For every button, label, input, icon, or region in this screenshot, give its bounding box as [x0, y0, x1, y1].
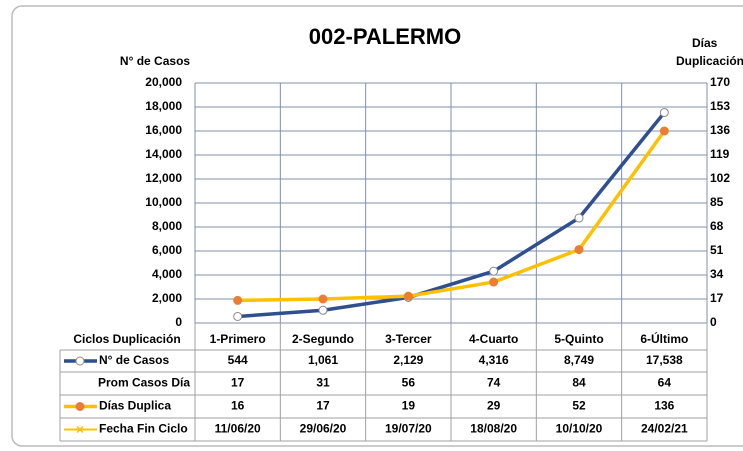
table-cell: 29/06/20: [300, 422, 347, 436]
series-marker: [489, 277, 499, 287]
table-cell: 17: [316, 399, 330, 413]
table-cell: 64: [658, 376, 672, 390]
y-axis-title: N° de Casos: [120, 54, 190, 68]
series-marker: [659, 126, 669, 136]
x-tick-label: 3-Tercer: [385, 332, 432, 346]
table-cell: 31: [316, 376, 330, 390]
series-marker: [403, 291, 413, 301]
y2-tick-label: 153: [710, 99, 730, 113]
y-tick-label: 16,000: [145, 123, 182, 137]
y-tick-label: 0: [175, 315, 182, 329]
y-tick-label: 4,000: [152, 267, 182, 281]
y-tick-label: 10,000: [145, 195, 182, 209]
y2-tick-label: 51: [710, 243, 724, 257]
y2-tick-label: 0: [710, 315, 717, 329]
y2-tick-label: 85: [710, 195, 724, 209]
x-tick-label: 6-Último: [640, 331, 688, 346]
y2-axis-title: Duplicación: [676, 54, 743, 68]
series-marker: [233, 311, 243, 321]
table-cell: 16: [231, 399, 245, 413]
table-cell: 19/07/20: [385, 422, 432, 436]
x-tick-label: 5-Quinto: [554, 332, 603, 346]
row-label: Prom Casos Día: [98, 376, 190, 390]
table-cell: 84: [572, 376, 586, 390]
table-cell: 8,749: [564, 353, 594, 367]
table-cell: 56: [402, 376, 416, 390]
y2-tick-label: 102: [710, 171, 730, 185]
y-tick-label: 14,000: [145, 147, 182, 161]
series-marker: [489, 266, 499, 276]
y-tick-label: 18,000: [145, 99, 182, 113]
series-marker: [574, 213, 584, 223]
table-cell: 2,129: [393, 353, 423, 367]
x-tick-label: 2-Segundo: [292, 332, 354, 346]
y2-tick-label: 170: [710, 75, 730, 89]
row-label: Fecha Fin Ciclo: [99, 422, 188, 436]
table-cell: 24/02/21: [641, 422, 688, 436]
y2-tick-label: 119: [710, 147, 730, 161]
y2-tick-label: 136: [710, 123, 730, 137]
table-cell: 11/06/20: [215, 422, 261, 436]
series-marker: [574, 245, 584, 255]
series-marker: [659, 108, 669, 118]
y2-axis-title: Días: [692, 36, 718, 50]
series-marker: [318, 294, 328, 304]
table-cell: 4,316: [479, 353, 509, 367]
table-cell: 17,538: [646, 353, 683, 367]
y2-tick-label: 17: [710, 291, 724, 305]
row-label: Días Duplica: [99, 399, 171, 413]
y2-tick-label: 34: [710, 267, 724, 281]
table-header: Ciclos Duplicación: [73, 332, 180, 346]
series-line: [237, 129, 666, 303]
table-cell: 74: [487, 376, 501, 390]
legend-marker: [75, 402, 85, 411]
series-marker: [318, 305, 328, 315]
y-tick-label: 20,000: [145, 75, 182, 89]
table-cell: 10/10/20: [556, 422, 603, 436]
x-tick-label: 1-Primero: [210, 332, 266, 346]
table-cell: 17: [231, 376, 245, 390]
series-marker: [233, 295, 243, 305]
y-tick-label: 12,000: [145, 171, 182, 185]
y-tick-label: 8,000: [152, 219, 182, 233]
y2-tick-label: 68: [710, 219, 724, 233]
legend-marker: [76, 425, 84, 434]
table-cell: 19: [402, 399, 416, 413]
row-label: N° de Casos: [99, 353, 169, 367]
x-tick-label: 4-Cuarto: [469, 332, 518, 346]
table-cell: 18/08/20: [470, 422, 517, 436]
table-cell: 52: [572, 399, 586, 413]
table-cell: 136: [654, 399, 674, 413]
table-cell: 29: [487, 399, 501, 413]
table-cell: 544: [228, 353, 248, 367]
y-tick-label: 2,000: [152, 291, 182, 305]
series-line: [237, 111, 666, 319]
legend-marker: [75, 356, 85, 366]
chart-title: 002-PALERMO: [309, 24, 461, 49]
y-tick-label: 6,000: [152, 243, 182, 257]
table-cell: 1,061: [308, 353, 338, 367]
